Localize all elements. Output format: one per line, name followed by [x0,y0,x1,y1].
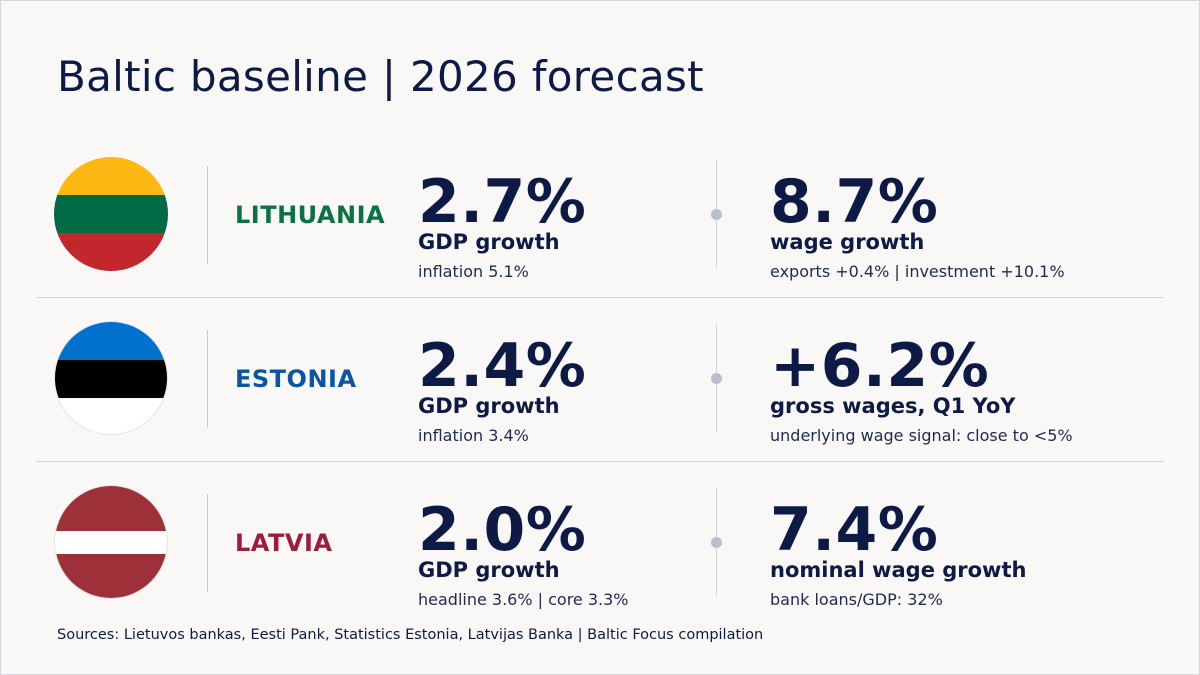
separator-dot-icon [711,209,722,220]
gdp-label: GDP growth [418,394,560,418]
lithuania-flag-icon [54,157,168,271]
row-divider [36,297,1164,298]
gdp-sub: headline 3.6% | core 3.3% [418,590,629,609]
flag-separator [207,330,208,428]
flag-separator [207,166,208,264]
gdp-value: 2.4% [418,331,587,401]
second-sub: exports +0.4% | investment +10.1% [770,262,1065,281]
second-label: nominal wage growth [770,558,1027,582]
separator-dot-icon [711,537,722,548]
second-value: 7.4% [770,495,939,565]
sources-footnote: Sources: Lietuvos bankas, Eesti Pank, St… [57,627,764,643]
page-title: Baltic baseline | 2026 forecast [57,52,704,101]
gdp-label: GDP growth [418,558,560,582]
second-value: +6.2% [770,331,990,401]
country-row-lithuania: LITHUANIA 2.7% GDP growth inflation 5.1%… [0,134,1200,298]
gdp-label: GDP growth [418,230,560,254]
second-label: gross wages, Q1 YoY [770,394,1016,418]
gdp-value: 2.0% [418,495,587,565]
estonia-flag-icon [54,321,168,435]
gdp-sub: inflation 5.1% [418,262,529,281]
second-value: 8.7% [770,167,939,237]
second-sub: underlying wage signal: close to <5% [770,426,1073,445]
gdp-value: 2.7% [418,167,587,237]
row-divider [36,461,1164,462]
latvia-flag-icon [54,485,168,599]
second-label: wage growth [770,230,925,254]
country-row-estonia: ESTONIA 2.4% GDP growth inflation 3.4% +… [0,298,1200,462]
country-row-latvia: LATVIA 2.0% GDP growth headline 3.6% | c… [0,462,1200,626]
second-sub: bank loans/GDP: 32% [770,590,943,609]
flag-separator [207,494,208,592]
gdp-sub: inflation 3.4% [418,426,529,445]
separator-dot-icon [711,373,722,384]
country-name: LATVIA [235,529,333,557]
country-name: ESTONIA [235,365,357,393]
country-name: LITHUANIA [235,201,386,229]
